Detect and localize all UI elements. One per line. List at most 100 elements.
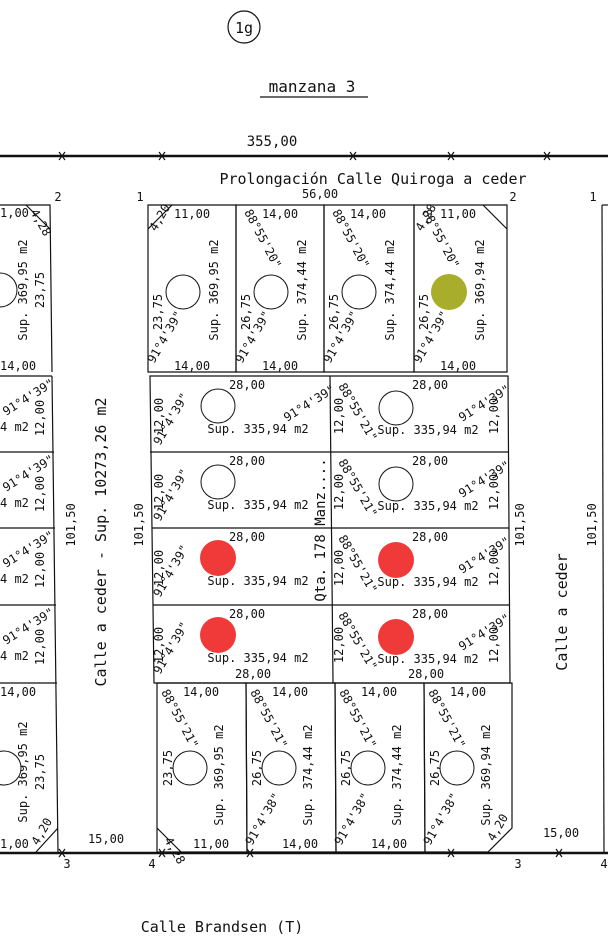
lot-bottom-length: 1,00 (0, 837, 29, 851)
lot-top-length: 1,00 (0, 206, 29, 220)
lot-area: Sup. 335,94 m2 (377, 652, 478, 666)
lot-marker-red (200, 540, 236, 576)
lot-width: 28,00 (229, 454, 265, 468)
corner-number: 4 (148, 857, 155, 871)
corner-number: 3 (514, 857, 521, 871)
lot-marker-circle (200, 388, 236, 424)
main-block (0, 204, 608, 853)
lot-marker-circle (200, 464, 236, 500)
street-right: Calle a ceder (553, 553, 571, 670)
lot-side-length: 26,75 (428, 750, 442, 786)
lot-side-length: 23,75 (151, 294, 165, 330)
lot-area: Sup. 374,44 m2 (390, 724, 404, 825)
lot-angle: 91°4'39" (0, 452, 56, 495)
lot-area: Sup. 369,95 m2 (16, 721, 30, 822)
corner-number: 2 (509, 190, 516, 204)
lot-chamfer: 4,20 (28, 815, 55, 847)
lot-angle: 91°4'39" (281, 382, 337, 425)
lot-area: Sup. 335,94 m2 (207, 651, 308, 665)
lot-bottom-length: 14,00 (262, 359, 298, 373)
lot-marker-circle (261, 750, 297, 786)
lot-area: 4 m2 (0, 496, 29, 510)
lot-side-length: 26,75 (417, 294, 431, 330)
block-height-far-right: 101,50 (585, 503, 599, 546)
top-length: 355,00 (247, 134, 298, 150)
block-height-right: 101,50 (513, 503, 527, 546)
lot-width: 28,00 (412, 607, 448, 621)
lot-bottom-length: 11,00 (193, 837, 229, 851)
lot-height: 12,00 (152, 550, 166, 586)
lot-marker-circle (378, 390, 414, 426)
lot-angle: 91°4'39" (0, 605, 56, 648)
block-width: 56,00 (302, 187, 338, 201)
lot-area: Sup. 374,44 m2 (383, 239, 397, 340)
lot-top-length: 11,00 (174, 207, 210, 221)
lot-height: 12,00 (33, 476, 47, 512)
lot-angle: 91°4'39" (0, 376, 56, 419)
lot-area: Sup. 335,94 m2 (377, 575, 478, 589)
corner-number: 1 (589, 190, 596, 204)
lot-side-length: 26,75 (239, 294, 253, 330)
lot-height: 12,00 (487, 550, 501, 586)
lot-angle: 91°4'38" (420, 790, 461, 847)
lot-height: 12,00 (152, 474, 166, 510)
lot-marker-red (200, 617, 236, 653)
lot-area: 4 m2 (0, 572, 29, 586)
plan-id-circle (227, 10, 261, 44)
lot-marker-circle (378, 466, 414, 502)
lot-bottom-length: 14,00 (0, 359, 36, 373)
lot-width: 28,00 (412, 530, 448, 544)
corner-bottom-left: 15,00 (88, 832, 124, 846)
lot-angle: 91°4'39" (456, 458, 512, 501)
lot-height: 12,00 (33, 629, 47, 665)
lot-top-length: 14,00 (350, 207, 386, 221)
lot-height: 12,00 (487, 398, 501, 434)
lot-area: Sup. 369,94 m2 (479, 724, 493, 825)
lot-area: Sup. 335,94 m2 (207, 422, 308, 436)
lot-side-length: 23,75 (33, 272, 47, 308)
lot-height: 12,00 (33, 552, 47, 588)
corner-number: 1 (136, 190, 143, 204)
lot-bottom-length: 14,00 (282, 837, 318, 851)
lot-angle: 91°4'39" (456, 611, 512, 654)
lot-bottom-length: 14,00 (440, 359, 476, 373)
lot-marker-circle (253, 274, 289, 310)
block-height-left: 101,50 (132, 503, 146, 546)
lot-area: Sup. 369,95 m2 (207, 239, 221, 340)
tick-marks (58, 151, 563, 858)
lot-area: 4 m2 (0, 649, 29, 663)
lot-area: Sup. 374,44 m2 (295, 239, 309, 340)
lot-side-length: 26,75 (327, 294, 341, 330)
lot-top-length: 14,00 (361, 685, 397, 699)
lot-side-length: 23,75 (161, 750, 175, 786)
lot-top-length: 14,00 (0, 685, 36, 699)
lot-marker-red (378, 542, 414, 578)
block-center-label: Qta. 178 Manz.... (313, 458, 329, 601)
lot-width: 28,00 (229, 607, 265, 621)
block-title: manzana 3 (269, 77, 356, 96)
lot-top-length: 14,00 (183, 685, 219, 699)
lot-area: Sup. 369,94 m2 (473, 239, 487, 340)
lot-height: 12,00 (33, 400, 47, 436)
lot-bottom-length: 14,00 (174, 359, 210, 373)
lot-top-length: 14,00 (262, 207, 298, 221)
lot-area: Sup. 369,95 m2 (16, 239, 30, 340)
lot-marker-circle (350, 750, 386, 786)
lot-width: 28,00 (235, 667, 271, 681)
lot-area: Sup. 335,94 m2 (377, 423, 478, 437)
lot-width: 28,00 (229, 530, 265, 544)
lot-marker-red (378, 619, 414, 655)
lot-area: Sup. 335,94 m2 (207, 498, 308, 512)
corner-number: 4 (600, 857, 607, 871)
lot-marker-circle (165, 274, 201, 310)
lot-height: 12,00 (487, 627, 501, 663)
lot-area: Sup. 374,44 m2 (301, 724, 315, 825)
lot-marker-circle (172, 750, 208, 786)
lot-bottom-length: 14,00 (371, 837, 407, 851)
lot-angle: 91°4'38" (331, 790, 372, 847)
lot-width: 28,00 (412, 378, 448, 392)
lot-chamfer: 4,20 (146, 201, 173, 233)
lot-width: 28,00 (408, 667, 444, 681)
lot-area: Sup. 335,94 m2 (207, 574, 308, 588)
